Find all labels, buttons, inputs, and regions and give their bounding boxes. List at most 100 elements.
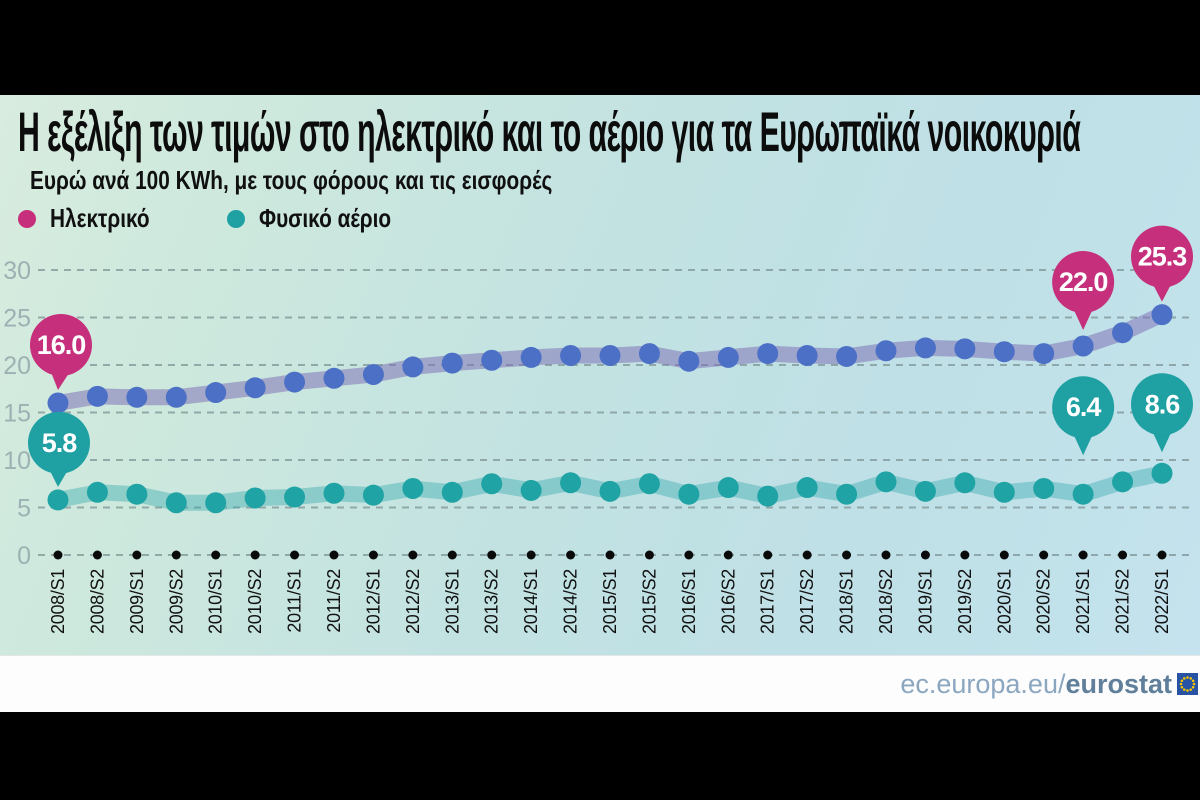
data-point [86,481,108,503]
axis-dot [408,550,418,560]
axis-dot [1157,550,1167,560]
y-tick-label: 30 [3,257,31,285]
data-point [678,483,700,505]
axis-dot [684,550,694,560]
callout-label: 6.4 [1066,392,1102,422]
y-tick-label: 5 [17,495,31,523]
data-point [836,345,858,367]
callout-bubble: 25.3 [1131,225,1193,302]
axis-dot [802,550,812,560]
axis-dot [329,550,339,560]
data-point [165,386,187,408]
data-point [638,343,660,365]
data-point [126,483,148,505]
footer-url-bold: eurostat [1065,668,1172,699]
gas-dot-icon [226,209,245,228]
data-point [875,340,897,362]
legend-item-electricity: Ηλεκτρικό [18,203,175,234]
flag-star [1180,679,1184,683]
data-point [1033,478,1055,499]
callout-label: 22.0 [1059,267,1108,297]
flag-star [1191,679,1195,683]
page-title: Η εξέλιξη των τιμών στο ηλεκτρικό και το… [18,100,1081,163]
data-point [481,349,503,371]
data-point [323,482,345,504]
eurostat-link[interactable]: ec.europa.eu/ eurostat [900,669,1172,700]
data-point [914,480,936,502]
data-point [717,346,739,368]
data-point [1033,343,1055,365]
axis-dot [526,550,536,560]
axis-dot [920,550,930,560]
callout-label: 8.6 [1145,389,1181,419]
x-tick-label: 2011/S1 [285,569,305,633]
data-point [993,481,1015,503]
callout-bubble: 16.0 [30,314,92,390]
callout-circle [1131,373,1193,436]
data-point [520,479,542,501]
callout-circle [1052,251,1115,313]
flag-star [1189,677,1193,680]
data-point [1151,462,1173,484]
axis-dot [723,550,733,560]
y-axis-labels: 0 5 10 15 20 25 30 [3,257,31,570]
axis-dot [92,550,102,560]
data-point [244,377,266,399]
data-point [796,345,818,366]
callout-circle [1052,376,1115,439]
x-tick-label: 2012/S2 [403,569,423,634]
x-tick-label: 2016/S2 [718,569,738,634]
eu-flag-icon [1177,673,1198,695]
callout-circle [28,411,90,474]
x-tick-label: 2018/S1 [837,569,857,634]
data-point [402,478,424,499]
legend-label-electricity: Ηλεκτρικό [50,203,150,233]
axis-dot [1078,550,1088,560]
callout-circle [30,314,92,376]
x-tick-label: 2020/S1 [994,569,1014,634]
data-point [1072,483,1094,505]
x-tick-label: 2009/S2 [166,569,186,634]
x-tick-label: 2016/S1 [679,569,699,634]
data-point [757,343,779,365]
axis-dot [881,550,891,560]
x-tick-label: 2009/S1 [127,569,147,634]
flag-star [1180,685,1184,689]
x-tick-label: 2022/S1 [1152,569,1172,634]
flag-star [1179,682,1183,686]
data-point [599,480,621,502]
data-point [954,472,976,494]
data-point [560,345,582,366]
data-point [284,486,306,508]
data-point [914,337,936,359]
flag-star [1186,689,1189,692]
data-point [1112,471,1134,493]
x-tick-label: 2019/S2 [955,569,975,634]
data-point [205,382,227,404]
data-point [875,471,897,493]
data-point [205,492,227,514]
x-tick-label: 2017/S1 [758,569,778,634]
price-chart: 0 5 10 15 20 25 30 2008/S1 2008/S2 2009/S1 2009/S2… [3,225,1193,634]
data-point [165,492,187,514]
data-point [717,477,739,499]
data-point [126,386,148,408]
x-tick-label: 2021/S1 [1073,569,1093,634]
x-tick-label: 2008/S2 [87,569,107,634]
x-tick-label: 2010/S1 [206,569,226,634]
y-tick-label: 15 [3,400,31,428]
x-tick-label: 2008/S1 [48,569,68,634]
data-point [638,473,660,495]
callout-bubble: 22.0 [1052,251,1115,330]
x-tick-label: 2021/S2 [1113,569,1133,634]
data-point [244,487,266,509]
electricity-dot-icon [18,209,36,228]
x-tick-label: 2015/S2 [639,569,659,634]
x-tick-label: 2014/S2 [561,569,581,634]
chart-panel: 0 5 10 15 20 25 30 2008/S1 2008/S2 2009/S1 2009/S2… [0,95,1200,655]
data-point [954,338,976,360]
flag-star [1189,688,1193,691]
data-point [560,472,582,494]
x-tick-label: 2019/S1 [915,569,935,634]
